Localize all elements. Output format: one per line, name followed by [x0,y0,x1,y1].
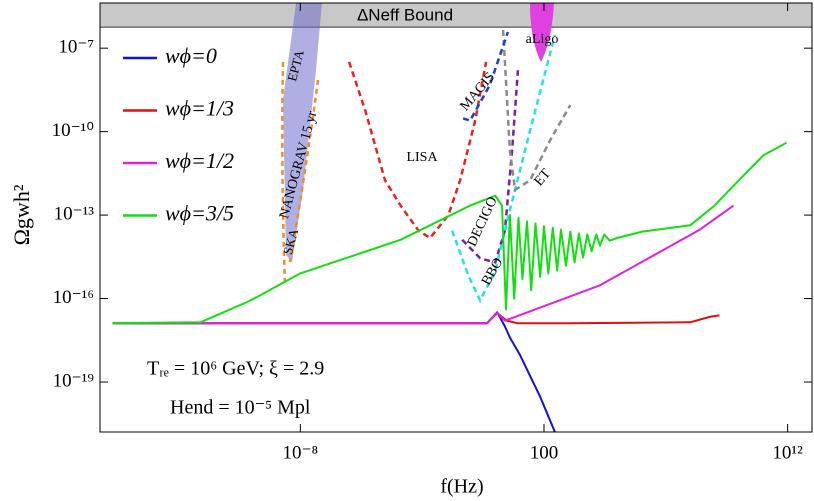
annotation: Tᵣₑ = 10⁶ GeV; ξ = 2.9 [147,358,324,380]
frame [99,2,813,433]
y-tick-label: 10⁻¹³ [54,203,95,224]
plot-area [100,3,812,432]
pta-region [283,3,322,262]
sensitivity-curve [450,34,557,304]
series-line [112,204,735,325]
y-tick-label: 10⁻¹⁹ [53,370,95,391]
x-tick-label: 10¹² [772,442,803,463]
x-axis-label: f(Hz) [440,476,483,498]
x-tick-label: 10⁻⁸ [282,442,318,463]
y-tick-label: 10⁻¹⁶ [53,287,94,308]
sensitivity-curve [501,29,572,193]
sensitivity-curve [462,31,510,123]
legend-label: wϕ=3/5 [165,201,234,226]
sensitivity-label: DECIGO [465,195,501,249]
bound-label: ΔNeff Bound [357,6,453,25]
y-tick-label: 10⁻⁷ [58,37,94,58]
series-line [112,141,787,325]
nanograv-edge [281,61,287,286]
legend-label: wϕ=0 [165,43,217,68]
y-tick-label: 10⁻¹⁰ [52,120,94,141]
annotation: Hend = 10⁻⁵ Mpl [170,397,311,419]
region-label: aLigo [526,32,559,47]
region-label: SKA [280,227,301,257]
nanograv-edge [288,79,320,263]
x-tick-label: 100 [530,442,559,463]
sensitivity-label: LISA [406,150,438,165]
sensitivity-label: BBO [479,256,506,288]
aligo-region [530,3,554,62]
legend-label: wϕ=1/3 [165,96,234,121]
y-axis-label: Ωgwh² [9,184,34,245]
sensitivity-curve [461,70,520,264]
legend-label: wϕ=1/2 [165,148,234,173]
bound-band [100,3,812,28]
sensitivity-curve [347,61,488,240]
